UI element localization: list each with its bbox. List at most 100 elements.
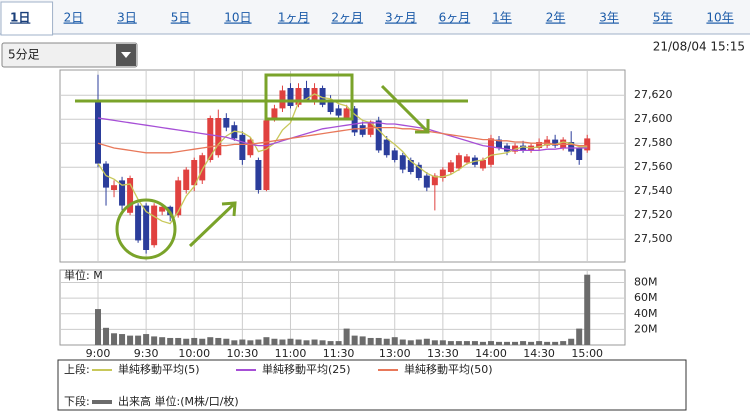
x-tick-label: 13:00 <box>379 347 411 360</box>
y-tick-label: 80M <box>634 276 658 289</box>
candle-body <box>295 88 302 105</box>
x-tick-label: 15:00 <box>571 347 603 360</box>
interval-select[interactable] <box>1 42 138 68</box>
legend-label: 単純移動平均(5) <box>118 362 200 376</box>
volume-bar <box>504 341 511 345</box>
legend-label: 出来高 単位:(M株/口/枚) <box>118 394 239 408</box>
tab[interactable]: 3年 <box>599 11 619 25</box>
candle-body <box>95 100 101 164</box>
volume-bar <box>367 337 374 345</box>
legend-lower-label: 下段: <box>64 394 90 408</box>
tab[interactable]: 2ヶ月 <box>331 11 363 25</box>
volume-bar <box>311 339 318 345</box>
y-tick-label: 27,500 <box>634 232 673 245</box>
volume-bar <box>231 340 238 345</box>
volume-bar <box>119 334 126 345</box>
legend-label: 単純移動平均(25) <box>262 362 351 376</box>
candle-body <box>199 155 206 181</box>
volume-bar <box>175 337 182 345</box>
candle-body <box>463 156 470 163</box>
candle-body <box>143 205 150 250</box>
legend <box>57 359 687 411</box>
tab[interactable]: 3ヶ月 <box>385 11 417 25</box>
candle-body <box>191 160 198 186</box>
tab[interactable]: 10日 <box>224 11 251 25</box>
y-tick-label: 27,560 <box>634 160 673 173</box>
volume-bar <box>247 340 254 345</box>
tab[interactable]: 10年 <box>706 11 733 25</box>
candle-body <box>479 160 486 169</box>
volume-bar <box>568 338 575 345</box>
interval-label: 5分足 <box>8 48 40 62</box>
candle-body <box>576 148 583 160</box>
x-tick-label: 10:00 <box>178 347 210 360</box>
volume-bar <box>576 328 583 345</box>
volume-bar <box>455 341 462 345</box>
tab-bar <box>0 0 750 34</box>
volume-bar <box>135 335 142 345</box>
candle-body <box>327 100 334 112</box>
candle-body <box>496 139 502 148</box>
volume-bar <box>271 338 278 345</box>
volume-bar <box>584 274 591 345</box>
tab-active <box>0 1 54 36</box>
y-tick-label: 27,540 <box>634 184 673 197</box>
candle-body <box>263 120 270 190</box>
volume-bar <box>319 340 326 345</box>
candle-body <box>287 88 294 106</box>
tab[interactable]: 1年 <box>492 11 512 25</box>
candle-body <box>359 125 366 135</box>
tab[interactable]: 2日 <box>64 11 84 25</box>
candle-body <box>536 142 543 148</box>
candle-body <box>151 205 158 246</box>
candle-body <box>455 155 462 169</box>
candle-body <box>279 90 286 109</box>
volume-bar <box>431 340 438 345</box>
candle-body <box>223 118 230 128</box>
volume-bar <box>151 336 158 345</box>
volume-bar <box>463 341 470 345</box>
tab[interactable]: 2年 <box>546 11 566 25</box>
y-tick-label: 27,580 <box>634 136 673 149</box>
candle-body <box>487 138 494 165</box>
volume-bar <box>95 309 101 345</box>
timestamp: 21/08/04 15:15 <box>653 40 745 54</box>
candle-body <box>271 108 278 118</box>
ma-line <box>97 126 588 154</box>
volume-bar <box>303 340 310 345</box>
tab[interactable]: 6ヶ月 <box>439 11 471 25</box>
candle-body <box>407 160 414 172</box>
candle-body <box>159 206 166 212</box>
tabs: 1日 2日 3日 5日 10日 1ヶ月 2ヶ月 3ヶ月 6ヶ月 1年 2年 3年 5年 10年 <box>0 1 734 36</box>
annotation-arrow-down <box>380 84 430 134</box>
volume-bar <box>351 335 358 345</box>
volume-bar <box>279 339 286 345</box>
ma-line <box>97 117 588 152</box>
annotation-circle <box>115 198 177 260</box>
ma-line <box>97 93 588 225</box>
volume-bar <box>479 341 486 345</box>
legend-upper-label: 上段: <box>64 362 90 376</box>
tab[interactable]: 1ヶ月 <box>278 11 310 25</box>
volume-bar <box>287 338 294 345</box>
volume-bar <box>215 337 222 345</box>
candle-body <box>127 178 134 213</box>
tab[interactable]: 1日 <box>10 11 30 25</box>
tab[interactable]: 5日 <box>171 11 191 25</box>
volume-bar <box>536 341 543 345</box>
candle-body <box>343 108 350 118</box>
volume-bar <box>415 339 422 345</box>
volume-bar <box>199 338 206 345</box>
tab[interactable]: 5年 <box>653 11 673 25</box>
candle-body <box>439 169 446 178</box>
volume-bar <box>407 340 414 345</box>
volume-bar <box>552 341 559 345</box>
tab[interactable]: 3日 <box>117 11 137 25</box>
x-tick-label: 9:00 <box>86 347 111 360</box>
candle-body <box>552 139 559 146</box>
candle-body <box>415 164 422 178</box>
annotation-box <box>264 73 354 121</box>
volume-bar <box>335 341 342 345</box>
